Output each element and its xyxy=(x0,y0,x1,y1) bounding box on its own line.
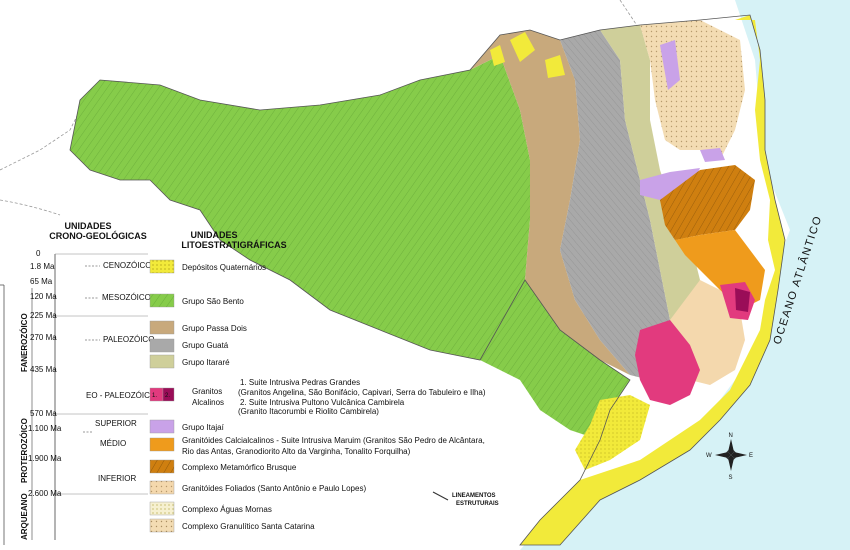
unit-label: Grupo São Bento xyxy=(182,297,244,306)
unit-label: Grupo Guatá xyxy=(182,341,229,350)
unit-granitos-alcalinos xyxy=(635,282,755,405)
age-label: 225 Ma xyxy=(30,311,57,320)
age-label: 1.100 Ma xyxy=(28,424,62,433)
age-label: 270 Ma xyxy=(30,333,57,342)
era-label: PALEOZÓICO xyxy=(103,335,154,344)
compass-n: N xyxy=(729,433,733,439)
compass-w: W xyxy=(706,453,712,459)
swatch-guata xyxy=(149,338,175,353)
unit-label: Complexo Águas Mornas xyxy=(182,505,272,514)
compass-icon: N S E W xyxy=(706,433,753,481)
age-label: 435 Ma xyxy=(30,365,57,374)
eon-proterozoico: PROTEROZÓICO xyxy=(20,418,29,483)
unit-label: Granitóides Calcialcalinos - Suite Intru… xyxy=(182,436,485,445)
legend: UNIDADES CRONO-GEOLÓGICAS UNIDADES LITOE… xyxy=(0,221,486,545)
era-label: INFERIOR xyxy=(98,474,136,483)
swatch-granitos-2 xyxy=(162,387,175,402)
unit-itajai xyxy=(640,40,725,200)
unit-itarare xyxy=(600,25,700,320)
unit-label: Granitos xyxy=(192,387,222,396)
lineaments-legend: LINEAMENTOS ESTRUTURAIS xyxy=(432,491,499,507)
unit-quaternario xyxy=(520,15,785,545)
chrono-header-2: CRONO-GEOLÓGICAS xyxy=(49,230,147,241)
swatch-maruim xyxy=(149,437,175,452)
eon-arqueano: ARQUEANO xyxy=(20,493,29,540)
unit-label: Rio das Antas, Granodiorito Alto da Varg… xyxy=(182,447,411,456)
age-label: 1.900 Ma xyxy=(28,454,62,463)
granite-note: 2. Suite Intrusiva Pultono Vulcânica Cam… xyxy=(240,398,405,407)
unit-label: Grupo Itararé xyxy=(182,358,230,367)
compass-s: S xyxy=(729,475,733,481)
state-outline xyxy=(69,14,786,546)
granite-note: (Granitos Angelina, São Bonifácio, Capiv… xyxy=(238,388,486,397)
chrono-header-1: UNIDADES xyxy=(64,221,111,231)
era-label: MESOZÓICO xyxy=(102,293,151,302)
era-label: CENOZÓICO xyxy=(103,261,151,270)
unit-passa-dois xyxy=(470,30,630,375)
age-label: 0 xyxy=(36,249,41,258)
age-label: 1.8 Ma xyxy=(30,262,55,271)
age-label: 570 Ma xyxy=(30,409,57,418)
granite-swatch-number: 1. xyxy=(152,393,157,399)
age-label: 120 Ma xyxy=(30,292,57,301)
litho-header-2: LITOESTRATIGRÁFICAS xyxy=(181,240,286,250)
swatch-passa-dois xyxy=(149,320,175,335)
eon-fanerozoico: FANEROZÓICO xyxy=(20,313,29,372)
border-line xyxy=(0,109,81,216)
compass-e: E xyxy=(749,453,753,459)
swatch-itajai xyxy=(149,419,175,434)
swatch-itarare xyxy=(149,354,175,369)
ocean xyxy=(520,0,850,550)
unit-label: Granitóides Foliados (Santo Antônio e Pa… xyxy=(182,484,366,493)
granite-swatch-number: 2. xyxy=(165,393,170,399)
unit-label: Grupo Passa Dois xyxy=(182,324,247,333)
unit-label: Grupo Itajaí xyxy=(182,423,225,432)
age-label: 2.600 Ma xyxy=(28,489,62,498)
era-label: SUPERIOR xyxy=(95,419,137,428)
age-label: 65 Ma xyxy=(30,277,53,286)
unit-label: Alcalinos xyxy=(192,398,224,407)
unit-label: Depósitos Quaternários xyxy=(182,263,266,272)
era-label: EO - PALEOZÓICO xyxy=(86,391,156,400)
lineaments-label-2: ESTRUTURAIS xyxy=(456,501,499,507)
granite-note: 1. Suite Intrusiva Pedras Grandes xyxy=(240,378,360,387)
litho-header-1: UNIDADES xyxy=(190,230,237,240)
unit-label: Complexo Granulítico Santa Catarina xyxy=(182,522,315,531)
era-label: MÉDIO xyxy=(100,439,126,448)
granite-note: (Granito Itacorumbi e Riolito Cambirela) xyxy=(238,407,379,416)
lineaments-label-1: LINEAMENTOS xyxy=(452,493,496,499)
unit-label: Complexo Metamórfico Brusque xyxy=(182,463,297,472)
